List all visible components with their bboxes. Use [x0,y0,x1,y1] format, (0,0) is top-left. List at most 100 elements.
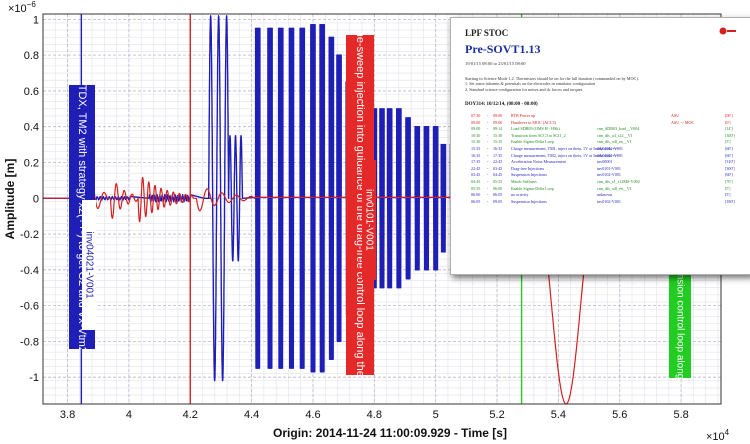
y-tick-label: 0.6 [24,86,39,98]
schedule-cell-seq: inv04024-V001 [597,152,623,158]
x-tick-label: 3.8 [60,409,75,421]
schedule-cell-s: 15:35 [471,145,481,151]
schedule-cell-dash: - [487,172,489,178]
x-tick-label: 5.8 [673,409,688,421]
schedule-cell-s: 17:35 [471,159,481,165]
annotation-id-sinesweep: inv0101-V001 [362,160,376,280]
schedule-cell-cnt: [0'] [725,119,731,125]
schedule-cell-cnt: [310'] [725,159,735,165]
x-axis-exponent: ×104 [706,428,730,443]
schedule-cell-desc: RTB Power up [511,113,536,118]
x-tick-label: 4.2 [183,409,198,421]
schedule-row: 15:30-15:35 Enable Sigma-Delta Loop cnn_df… [471,139,743,146]
schedule-cell-s: 03:45 [471,172,481,178]
schedule-cell-seq: unknown [597,192,613,198]
y-tick-label: -0.8 [20,336,39,348]
schedule-row: 04:45-05:55 Match Stiffness cnn_dfs_s1_s12… [471,179,743,186]
x-tick-label: 5 [433,409,439,421]
x-tick-label: 5.4 [551,409,566,421]
popup-intro-line: 1. Set some inhomin & potentials on the … [465,81,596,87]
schedule-cell-cnt: [180'] [725,198,735,204]
schedule-cell-dash: - [487,113,489,118]
schedule-cell-seq: inv0102-V001 [597,198,621,204]
red-series-line [43,176,721,405]
axis-ticks: 3.8 4 4.2 4.4 4.6 4.8 5 5.2 5.4 5.6 5.8-1-0.8-0.6-… [20,14,689,421]
schedule-cell-desc: Drag-free Injections [511,165,545,171]
schedule-cell-seq: inv04014-V001 [597,145,623,151]
schedule-cell-e: 09:05 [493,198,503,204]
y-tick-label: -0.4 [20,265,39,277]
schedule-cell-seq: inv0101-V001 [597,165,621,171]
popup-header: LPF STOC [465,28,509,38]
schedule-cell-seq: cnn_SDB03_load__V004 [597,126,640,132]
annotation-id-text-potdx: inv04021-V001 [83,231,95,299]
schedule-cell-s: 09:00 [471,126,481,132]
schedule-cell-e: 09:00 [493,119,503,125]
schedule-cell-e: 05:55 [493,178,503,184]
schedule-cell-s: 16:35 [471,152,481,158]
popup-intro: Starting in Science Mode 1.2. Thermistor… [465,76,735,92]
schedule-cell-e: 16:35 [493,145,503,151]
y-axis-exponent: ×10−6 [8,0,36,15]
schedule-cell-cnt: [300'] [725,165,735,171]
x-tick-label: 4.8 [367,409,382,421]
schedule-cell-desc: Enable Sigma-Delta Loop [511,139,554,145]
schedule-cell-cnt: [300'] [725,132,735,138]
schedule-row: 10:30-15:30 Transition from ACC3 to SCI1_… [471,133,743,140]
y-tick-label: -0.2 [20,229,39,241]
popup-dates: 19/01/15 08:00 to 23/01/15 08:00 [465,61,526,66]
schedule-cell-cnt: [5'] [725,185,731,191]
schedule-cell-s: 05:55 [471,185,481,191]
schedule-cell-s: 06:05 [471,198,481,204]
schedule-cell-seq: cnn_dfs_s1_s12MS-V002 [597,178,640,184]
schedule-row: 17:35-22:45 Acceleration Noise Measuremen… [471,159,743,166]
schedule-cell-s: 06:00 [471,192,481,198]
y-axis-label: Amplitude [m] [3,159,17,240]
schedule-cell-desc: Handover to MOC (ACC3) [511,119,556,125]
schedule-cell-cnt: [5'] [725,139,731,145]
annotation-id-text-sinesweep: inv0101-V001 [363,189,375,251]
schedule-cell-e: 09:00 [493,113,503,118]
schedule-cell-seq: cnn_dfs_sdl_en__V1 [597,139,632,145]
y-tick-label: -1 [29,372,39,384]
schedule-cell-e: 03:45 [493,165,503,171]
schedule-row: 06:05-09:05 Suspension Injections inv0102-… [471,199,743,206]
schedule-cell-desc: Match Stiffness [511,178,537,184]
schedule-cell-cnt: [60'] [725,145,733,151]
schedule-cell-dash: - [487,185,489,191]
schedule-cell-desc: no activity [511,192,529,198]
annotation-banner-suspension: V001 suspension control loop along the .… [669,250,691,378]
schedule-cell-cnt: [5'] [725,192,731,198]
schedule-cell-dash: - [487,119,489,125]
schedule-row: 22:45-03:45 Drag-free Injections inv0101-V… [471,166,743,173]
schedule-cell-s: 15:30 [471,139,481,145]
schedule-row: 09:00-09:00 Handover to MOC (ACC3) ASU -> … [471,120,743,127]
schedule-cell-e: 15:30 [493,132,503,138]
schedule-cell-desc: Suspension Injections [511,198,547,204]
schedule-cell-dash: - [487,152,489,158]
popup-schedule-table: 07:30-09:00 RTB Power up ASU [00'] 09:00-09:… [471,113,743,205]
schedule-cell-seq: inv0102-V001 [597,172,621,178]
y-tick-label: 0.4 [24,122,39,134]
popup-intro-line: Starting in Science Mode 1.2. Thermistor… [465,76,639,81]
schedule-cell-seq: cnn_dfs_sdl_en__V1 [597,185,632,191]
schedule-cell-cnt: [70'] [725,178,733,184]
schedule-cell-dash: - [487,159,489,165]
esa-logo-icon [719,27,736,35]
schedule-cell-cmd: ASU -> MOC [671,119,695,125]
schedule-cell-desc: Enable Sigma-Delta Loop [511,185,554,191]
schedule-cell-e: 04:45 [493,172,503,178]
schedule-cell-cnt: [60'] [725,152,733,158]
x-tick-label: 4 [126,409,132,421]
popup-intro-line: 2. Standard science configuration for no… [465,86,583,92]
x-tick-label: 5.2 [489,409,504,421]
schedule-cell-cmd: ASU [671,113,680,118]
x-tick-label: 4.4 [244,409,259,421]
schedule-cell-s: 10:30 [471,132,481,138]
schedule-cell-e: 06:00 [493,185,503,191]
schedule-row: 06:00-06:05 no activity unknown [5'] [471,192,743,199]
x-tick-label: 5.6 [612,409,627,421]
schedule-cell-cnt: [14'] [725,126,733,132]
schedule-cell-s: 09:00 [471,119,481,125]
schedule-cell-desc: Charge measurement, TM1, inject on theta… [511,145,619,151]
